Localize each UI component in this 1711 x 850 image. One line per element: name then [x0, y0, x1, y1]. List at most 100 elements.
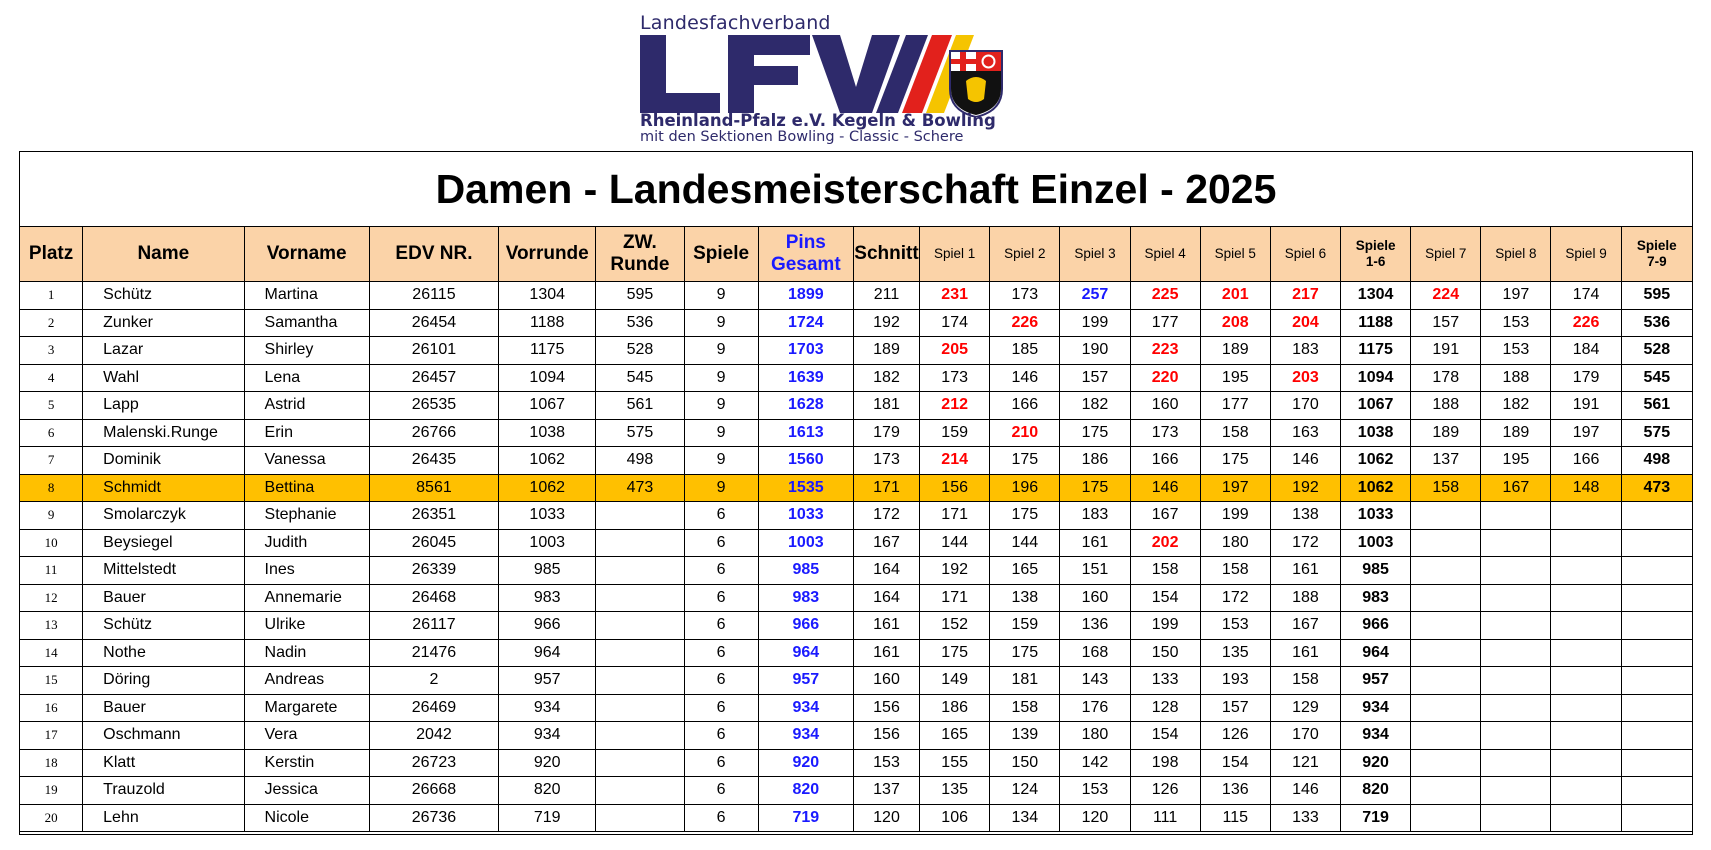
cell-spiel-1: 186	[919, 693, 991, 722]
cell-vorname: Astrid	[243, 391, 370, 420]
cell-schnitt: 189	[852, 336, 921, 365]
cell-spiel-7	[1410, 803, 1482, 832]
cell-spiele-1-6: 1038	[1340, 418, 1412, 447]
sum16-label-2: 1-6	[1365, 254, 1386, 269]
cell-spiele-7-9	[1620, 501, 1694, 530]
cell-spiel-3: 161	[1059, 528, 1131, 557]
cell-spiel-6: 133	[1269, 803, 1342, 832]
cell-vorname: Kerstin	[243, 748, 370, 777]
cell-spiel-4: 154	[1129, 583, 1201, 612]
cell-spiele-1-6: 983	[1340, 583, 1412, 612]
cell-spiel-9	[1550, 666, 1622, 695]
cell-platz: 11	[18, 556, 84, 585]
cell-pins-gesamt: 1033	[757, 501, 854, 530]
cell-spiel-4: 223	[1129, 336, 1201, 365]
cell-spiel-3: 190	[1059, 336, 1131, 365]
cell-spiel-5: 135	[1199, 638, 1271, 667]
cell-pins-gesamt: 934	[757, 721, 854, 750]
cell-name: Nothe	[82, 638, 245, 667]
cell-spiel-8: 188	[1480, 363, 1552, 392]
cell-spiele: 6	[683, 803, 759, 832]
cell-zw-runde	[595, 583, 685, 612]
cell-spiel-1: 155	[919, 748, 991, 777]
cell-spiele: 9	[683, 336, 759, 365]
cell-spiele-7-9	[1620, 528, 1694, 557]
cell-edv-nr: 26766	[368, 418, 500, 447]
cell-spiel-8	[1480, 666, 1552, 695]
cell-spiel-1: 205	[919, 336, 991, 365]
cell-edv-nr: 26045	[368, 528, 500, 557]
cell-platz: 10	[18, 528, 84, 557]
cell-schnitt: 160	[852, 666, 921, 695]
cell-vorname: Shirley	[243, 336, 370, 365]
cell-vorname: Vera	[243, 721, 370, 750]
col-header-spiel-9: Spiel 9	[1550, 226, 1622, 282]
cell-zw-runde	[595, 638, 685, 667]
cell-zw-runde	[595, 693, 685, 722]
table-row: 4 Wahl Lena 26457 1094 545 9 1639 182 173 146 157 22…	[18, 363, 1694, 392]
cell-spiel-9	[1550, 556, 1622, 585]
cell-spiel-8: 153	[1480, 308, 1552, 337]
cell-platz: 4	[18, 363, 84, 392]
cell-spiele: 6	[683, 666, 759, 695]
cell-spiel-9: 148	[1550, 473, 1622, 502]
cell-platz: 12	[18, 583, 84, 612]
cell-pins-gesamt: 957	[757, 666, 854, 695]
cell-spiel-2: 175	[989, 638, 1061, 667]
cell-edv-nr: 2	[368, 666, 500, 695]
cell-spiel-9: 226	[1550, 308, 1622, 337]
cell-name: Bauer	[82, 693, 245, 722]
cell-spiel-5: 136	[1199, 776, 1271, 805]
cell-spiel-3: 153	[1059, 776, 1131, 805]
cell-spiel-7: 188	[1410, 391, 1482, 420]
cell-spiel-7: 189	[1410, 418, 1482, 447]
cell-pins-gesamt: 920	[757, 748, 854, 777]
col-header-spiele-1-6: Spiele 1-6	[1340, 226, 1412, 282]
table-row: 14 Nothe Nadin 21476 964 6 964 161 175 175 168 150 1…	[18, 638, 1694, 667]
zw-label-2: Runde	[610, 254, 670, 275]
cell-name: Lazar	[82, 336, 245, 365]
cell-vorrunde: 920	[498, 748, 597, 777]
cell-spiele: 6	[683, 501, 759, 530]
cell-schnitt: 171	[852, 473, 921, 502]
cell-edv-nr: 21476	[368, 638, 500, 667]
cell-spiel-9	[1550, 583, 1622, 612]
cell-spiel-1: 174	[919, 308, 991, 337]
cell-pins-gesamt: 985	[757, 556, 854, 585]
cell-spiel-3: 199	[1059, 308, 1131, 337]
col-header-spiel-8: Spiel 8	[1480, 226, 1552, 282]
cell-spiel-7	[1410, 638, 1482, 667]
cell-name: Dominik	[82, 446, 245, 475]
cell-platz: 15	[18, 666, 84, 695]
cell-zw-runde: 473	[595, 473, 685, 502]
cell-spiel-9: 179	[1550, 363, 1622, 392]
cell-spiel-7: 158	[1410, 473, 1482, 502]
col-header-spiel-2: Spiel 2	[989, 226, 1061, 282]
cell-vorrunde: 1062	[498, 446, 597, 475]
cell-spiel-9: 184	[1550, 336, 1622, 365]
cell-spiel-9	[1550, 693, 1622, 722]
cell-spiel-7	[1410, 528, 1482, 557]
cell-spiel-1: 149	[919, 666, 991, 695]
results-table: Platz Name Vorname EDV NR. Vorrunde ZW. R…	[18, 226, 1694, 832]
cell-name: Smolarczyk	[82, 501, 245, 530]
cell-schnitt: 156	[852, 693, 921, 722]
cell-spiel-7: 137	[1410, 446, 1482, 475]
cell-spiel-6: 121	[1269, 748, 1342, 777]
col-header-spiele: Spiele	[683, 226, 759, 282]
cell-edv-nr: 8561	[368, 473, 500, 502]
cell-edv-nr: 2042	[368, 721, 500, 750]
cell-spiele: 9	[683, 473, 759, 502]
cell-vorrunde: 1094	[498, 363, 597, 392]
cell-name: Schütz	[82, 611, 245, 640]
sum16-label-1: Spiele	[1355, 238, 1396, 254]
cell-spiele: 9	[683, 308, 759, 337]
cell-schnitt: 164	[852, 556, 921, 585]
cell-spiel-5: 175	[1199, 446, 1271, 475]
cell-spiel-6: 161	[1269, 638, 1342, 667]
cell-spiele-1-6: 985	[1340, 556, 1412, 585]
cell-zw-runde: 595	[595, 281, 685, 310]
cell-vorrunde: 1304	[498, 281, 597, 310]
cell-spiel-5: 153	[1199, 611, 1271, 640]
cell-spiel-7: 178	[1410, 363, 1482, 392]
